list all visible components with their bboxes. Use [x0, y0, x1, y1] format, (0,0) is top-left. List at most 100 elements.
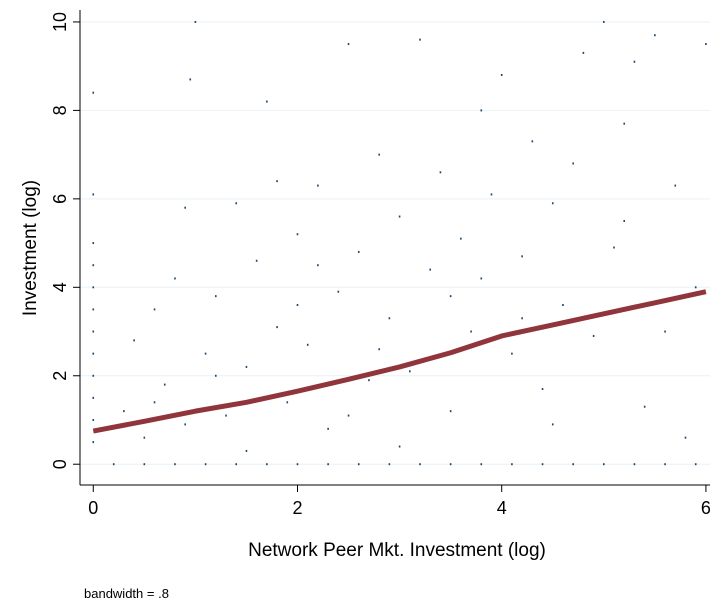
scatter-point [153, 308, 156, 311]
scatter-point [194, 20, 197, 23]
scatter-point [470, 330, 472, 333]
scatter-point [296, 303, 299, 306]
scatter-point [92, 396, 95, 399]
x-tick-label: 0 [88, 498, 98, 518]
scatter-point [266, 100, 268, 103]
x-tick-label: 2 [292, 498, 302, 518]
scatter-point [551, 202, 554, 205]
scatter-point [163, 383, 166, 386]
scatter-point [225, 414, 227, 417]
scatter-point [245, 449, 248, 452]
scatter-point [521, 317, 523, 320]
scatter-point [235, 463, 238, 466]
scatter-point [235, 202, 238, 205]
scatter-point [378, 153, 380, 156]
scatter-point [92, 242, 95, 245]
y-tick-label: 6 [50, 194, 70, 204]
scatter-point [541, 388, 544, 391]
y-tick-label: 8 [50, 105, 70, 115]
scatter-point [92, 441, 95, 444]
scatter-point [623, 219, 626, 222]
scatter-point [613, 246, 615, 249]
scatter-point [306, 343, 309, 346]
scatter-point [92, 418, 95, 421]
scatter-point [337, 290, 340, 293]
scatter-point [705, 43, 707, 46]
scatter-point [694, 463, 697, 466]
scatter-point [92, 91, 95, 94]
scatter-point [398, 445, 401, 448]
scatter-point [92, 330, 95, 333]
scatter-point [460, 237, 462, 240]
scatter-point [92, 374, 95, 377]
scatter-point [500, 74, 503, 77]
scatter-point [215, 295, 217, 298]
scatter-point [92, 286, 95, 289]
scatter-point [511, 463, 513, 466]
lowess-line [92, 289, 707, 434]
scatter-point [541, 463, 544, 466]
scatter-point [133, 339, 135, 342]
scatter-point [419, 463, 421, 466]
scatter-point [633, 463, 636, 466]
scatter-point [347, 43, 350, 46]
scatter-point [245, 365, 248, 368]
scatter-point [664, 330, 666, 333]
y-axis-label: Investment (log) [20, 180, 41, 316]
scatter-point [347, 414, 350, 417]
scatter-point [480, 277, 483, 280]
scatter-point [174, 463, 176, 466]
scatter-point [643, 405, 646, 408]
scatter-point [684, 436, 687, 439]
scatter-point [327, 463, 329, 466]
scatter-point [204, 352, 207, 355]
scatter-point [184, 206, 186, 209]
scatter-point [153, 401, 156, 404]
scatter-point [266, 463, 268, 466]
scatter-point [572, 463, 574, 466]
y-tick-label: 0 [50, 459, 70, 469]
scatter-point [286, 401, 289, 404]
y-tick-label: 2 [50, 371, 70, 381]
scatter-point [449, 463, 452, 466]
scatter-point [296, 233, 299, 236]
scatter-point [204, 463, 207, 466]
scatter-point [357, 463, 360, 466]
scatter-point [439, 171, 442, 174]
scatter-point [480, 463, 483, 466]
scatter-point [368, 379, 370, 382]
scatter-point [388, 463, 391, 466]
x-axis-label: Network Peer Mkt. Investment (log) [248, 540, 546, 561]
scatter-point [215, 374, 217, 377]
scatter-point [490, 193, 493, 196]
scatter-point [654, 34, 656, 37]
scatter-point [317, 184, 319, 187]
scatter-point [276, 326, 278, 329]
scatter-point [184, 423, 186, 426]
scatter-point [143, 463, 146, 466]
scatter-point [112, 463, 115, 466]
y-tick-label: 10 [50, 12, 70, 32]
scatter-point [694, 286, 697, 289]
scatter-point [327, 427, 329, 430]
scatter-point [511, 352, 513, 355]
scatter-point [276, 180, 278, 183]
scatter-point [92, 264, 95, 267]
scatter-point [572, 162, 574, 165]
scatter-point [551, 423, 554, 426]
scatter-point [123, 410, 125, 413]
scatter-point [419, 38, 421, 41]
scatter-point [582, 51, 585, 54]
scatter-point [449, 410, 452, 413]
scatter-point [521, 255, 523, 258]
scatter-point [664, 463, 666, 466]
x-tick-label: 6 [701, 498, 710, 518]
scatter-point [92, 308, 95, 311]
scatter-point [378, 348, 380, 351]
scatter-point [674, 184, 677, 187]
scatter-point [317, 264, 319, 267]
scatter-point [592, 334, 595, 337]
scatter-point [296, 463, 299, 466]
